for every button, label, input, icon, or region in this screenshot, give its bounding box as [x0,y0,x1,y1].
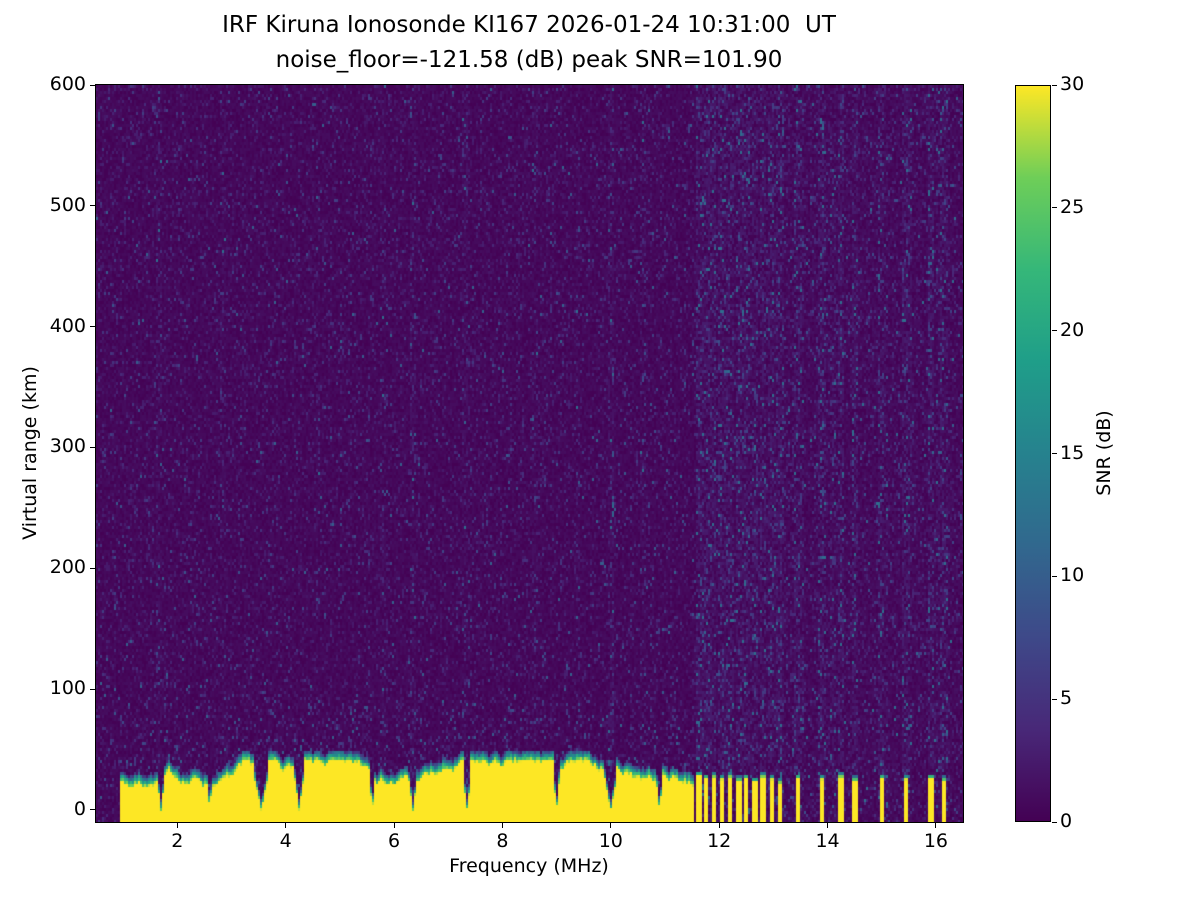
x-tick-mark [501,823,503,828]
colorbar [1015,85,1051,822]
y-tick-mark [90,567,95,569]
y-tick-label: 0 [73,797,86,820]
colorbar-tick-label: 15 [1060,441,1085,464]
colorbar-tick-mark [1052,330,1057,332]
x-tick-mark [393,823,395,828]
y-tick-mark [90,688,95,690]
y-tick-mark [90,809,95,811]
y-tick-label: 400 [49,314,86,337]
y-tick-label: 500 [49,193,86,216]
x-tick-mark [285,823,287,828]
y-tick-mark [90,84,95,86]
y-tick-label: 100 [49,677,86,700]
colorbar-tick-label: 10 [1060,564,1085,587]
x-tick-mark [176,823,178,828]
x-tick-label: 6 [387,830,401,852]
x-tick-label: 10 [598,830,623,852]
y-tick-label: 300 [49,435,86,458]
colorbar-tick-mark [1052,84,1057,86]
y-tick-label: 600 [49,73,86,95]
colorbar-tick-mark [1052,698,1057,700]
y-tick-mark [90,205,95,207]
chart-title: IRF Kiruna Ionosonde KI167 2026-01-24 10… [222,12,836,38]
ionogram-heatmap [95,84,964,823]
colorbar-tick-label: 20 [1060,318,1085,341]
colorbar-label: SNR (dB) [1093,410,1115,496]
colorbar-tick-mark [1052,207,1057,209]
chart-subtitle: noise_floor=-121.58 (dB) peak SNR=101.90 [275,47,783,73]
x-tick-label: 2 [171,830,184,852]
colorbar-tick-label: 25 [1060,195,1085,218]
x-tick-label: 14 [815,830,840,852]
y-tick-mark [90,446,95,448]
y-tick-label: 200 [49,556,86,579]
x-tick-mark [935,823,937,828]
x-tick-mark [827,823,829,828]
colorbar-tick-label: 30 [1060,73,1085,95]
x-tick-mark [610,823,612,828]
colorbar-tick-label: 5 [1060,687,1073,710]
colorbar-tick-mark [1052,575,1057,577]
x-tick-label: 12 [707,830,732,852]
x-tick-label: 8 [496,830,509,852]
x-tick-label: 4 [279,830,292,852]
y-tick-mark [90,326,95,328]
colorbar-tick-label: 0 [1060,810,1073,832]
colorbar-tick-mark [1052,821,1057,823]
x-tick-mark [718,823,720,828]
x-tick-label: 16 [923,830,948,852]
x-axis-label: Frequency (MHz) [449,855,609,877]
colorbar-tick-mark [1052,453,1057,454]
